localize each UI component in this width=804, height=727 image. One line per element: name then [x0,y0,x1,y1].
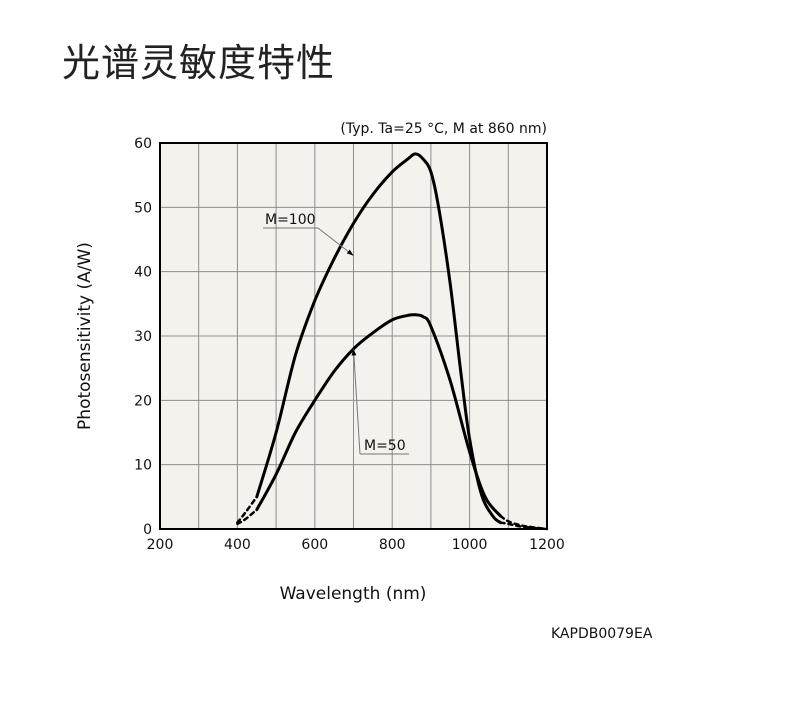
callout-label-0: M=100 [265,212,316,228]
y-tick-labels: 0 10 20 30 40 50 60 [134,136,152,538]
series-line-1 [255,313,503,518]
y-tick-label: 0 [143,522,152,538]
y-tick-label: 30 [134,329,152,345]
series-line-lead-0 [236,495,259,524]
y-tick-label: 20 [134,393,152,409]
x-tick-label: 800 [379,537,406,553]
callout-leader-0 [317,227,354,256]
figure-code: KAPDB0079EA [551,626,653,642]
series-line-lead-1 [236,508,259,526]
series-line-0 [255,152,503,525]
curves [236,152,549,531]
x-axis-label: Wavelength (nm) [280,584,427,604]
y-tick-label: 40 [134,265,152,281]
grid [160,143,547,529]
page-title: 光谱灵敏度特性 [62,41,336,85]
x-tick-label: 200 [147,537,174,553]
y-tick-label: 50 [134,200,152,216]
x-tick-label: 1200 [529,537,565,553]
y-tick-label: 10 [134,458,152,474]
condition-label: (Typ. Ta=25 °C, M at 860 nm) [340,121,547,137]
annotations: M=100 M=50 [263,212,409,455]
x-tick-labels: 200 400 600 800 1000 1200 [147,537,565,553]
x-tick-label: 600 [301,537,328,553]
callout-leader-1 [353,348,361,455]
x-tick-label: 1000 [452,537,488,553]
callout-label-1: M=50 [364,438,406,454]
callout-arrow-1 [351,348,357,356]
plot-frame [159,142,548,530]
callout-arrow-0 [346,249,354,256]
y-tick-label: 60 [134,136,152,152]
y-axis-label: Photosensitivity (A/W) [75,242,95,430]
x-tick-label: 400 [224,537,251,553]
